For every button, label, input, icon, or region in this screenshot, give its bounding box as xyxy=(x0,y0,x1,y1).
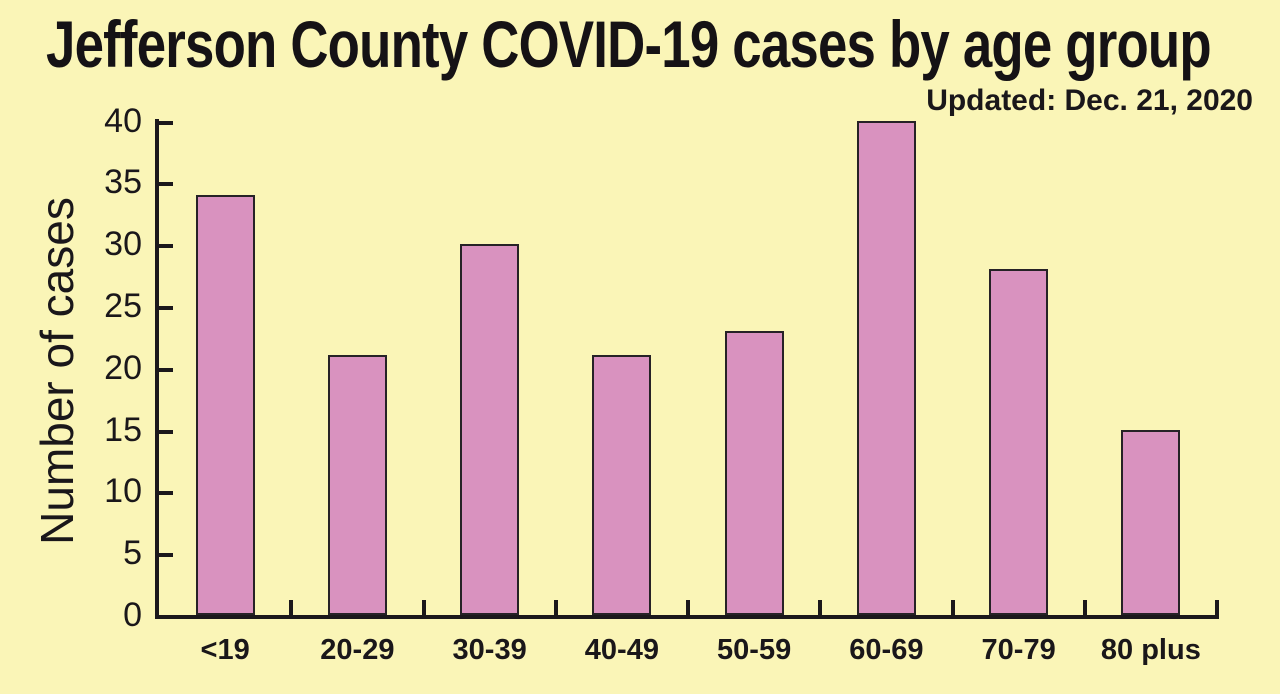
bar-40-49 xyxy=(592,355,652,615)
x-axis-tick xyxy=(553,600,558,615)
y-tick-label: 5 xyxy=(123,534,142,573)
y-axis-tick xyxy=(159,429,173,434)
y-axis-tick xyxy=(159,615,173,619)
chart-title: Jefferson County COVID-19 cases by age g… xyxy=(46,7,1212,81)
x-axis-tick xyxy=(686,600,690,615)
bar-30-39 xyxy=(460,244,520,615)
y-axis-tick xyxy=(159,244,173,249)
x-axis-tick xyxy=(1082,600,1087,615)
bar-60-69 xyxy=(856,120,916,615)
bar--19 xyxy=(195,194,255,615)
y-tick-label: 20 xyxy=(104,348,142,387)
x-axis-category-label: 60-69 xyxy=(849,634,924,666)
x-axis-tick xyxy=(818,600,823,615)
y-tick-label: 40 xyxy=(104,101,142,140)
y-tick-label: 0 xyxy=(123,596,142,634)
y-tick-label: 30 xyxy=(104,225,142,264)
x-axis-tick xyxy=(950,600,955,615)
y-tick-label: 10 xyxy=(104,472,142,511)
y-axis-line xyxy=(155,119,159,619)
x-axis-tick xyxy=(421,600,426,615)
x-axis-category-label: 80 plus xyxy=(1100,634,1201,666)
x-axis-line xyxy=(155,615,1219,619)
x-axis-category-label: 30-39 xyxy=(452,634,527,666)
y-axis-tick xyxy=(159,367,173,372)
y-tick-label: 35 xyxy=(104,163,142,202)
x-axis-category-label: 40-49 xyxy=(584,634,659,666)
bar-50-59 xyxy=(724,330,784,615)
y-axis-tick xyxy=(159,120,173,125)
y-axis-tick xyxy=(159,306,173,310)
bar-20-29 xyxy=(327,355,387,615)
x-axis-category-label: 50-59 xyxy=(717,634,792,666)
bar-80-plus xyxy=(1121,429,1181,615)
x-axis-category-label: 20-29 xyxy=(320,634,395,666)
y-tick-label: 15 xyxy=(104,410,142,449)
x-axis-tick xyxy=(289,600,294,615)
y-axis-tick xyxy=(159,491,173,496)
bar-70-79 xyxy=(989,268,1049,615)
x-axis-tick xyxy=(1215,600,1219,615)
x-axis-category-label: <19 xyxy=(200,634,250,666)
y-axis-tick xyxy=(159,553,173,558)
y-axis-tick xyxy=(159,182,173,187)
chart-updated-date: Updated: Dec. 21, 2020 xyxy=(926,84,1253,117)
x-axis-category-label: 70-79 xyxy=(981,634,1056,666)
y-tick-label: 25 xyxy=(104,287,142,325)
